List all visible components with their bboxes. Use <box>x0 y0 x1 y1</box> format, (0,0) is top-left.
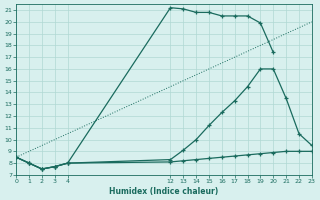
X-axis label: Humidex (Indice chaleur): Humidex (Indice chaleur) <box>109 187 219 196</box>
